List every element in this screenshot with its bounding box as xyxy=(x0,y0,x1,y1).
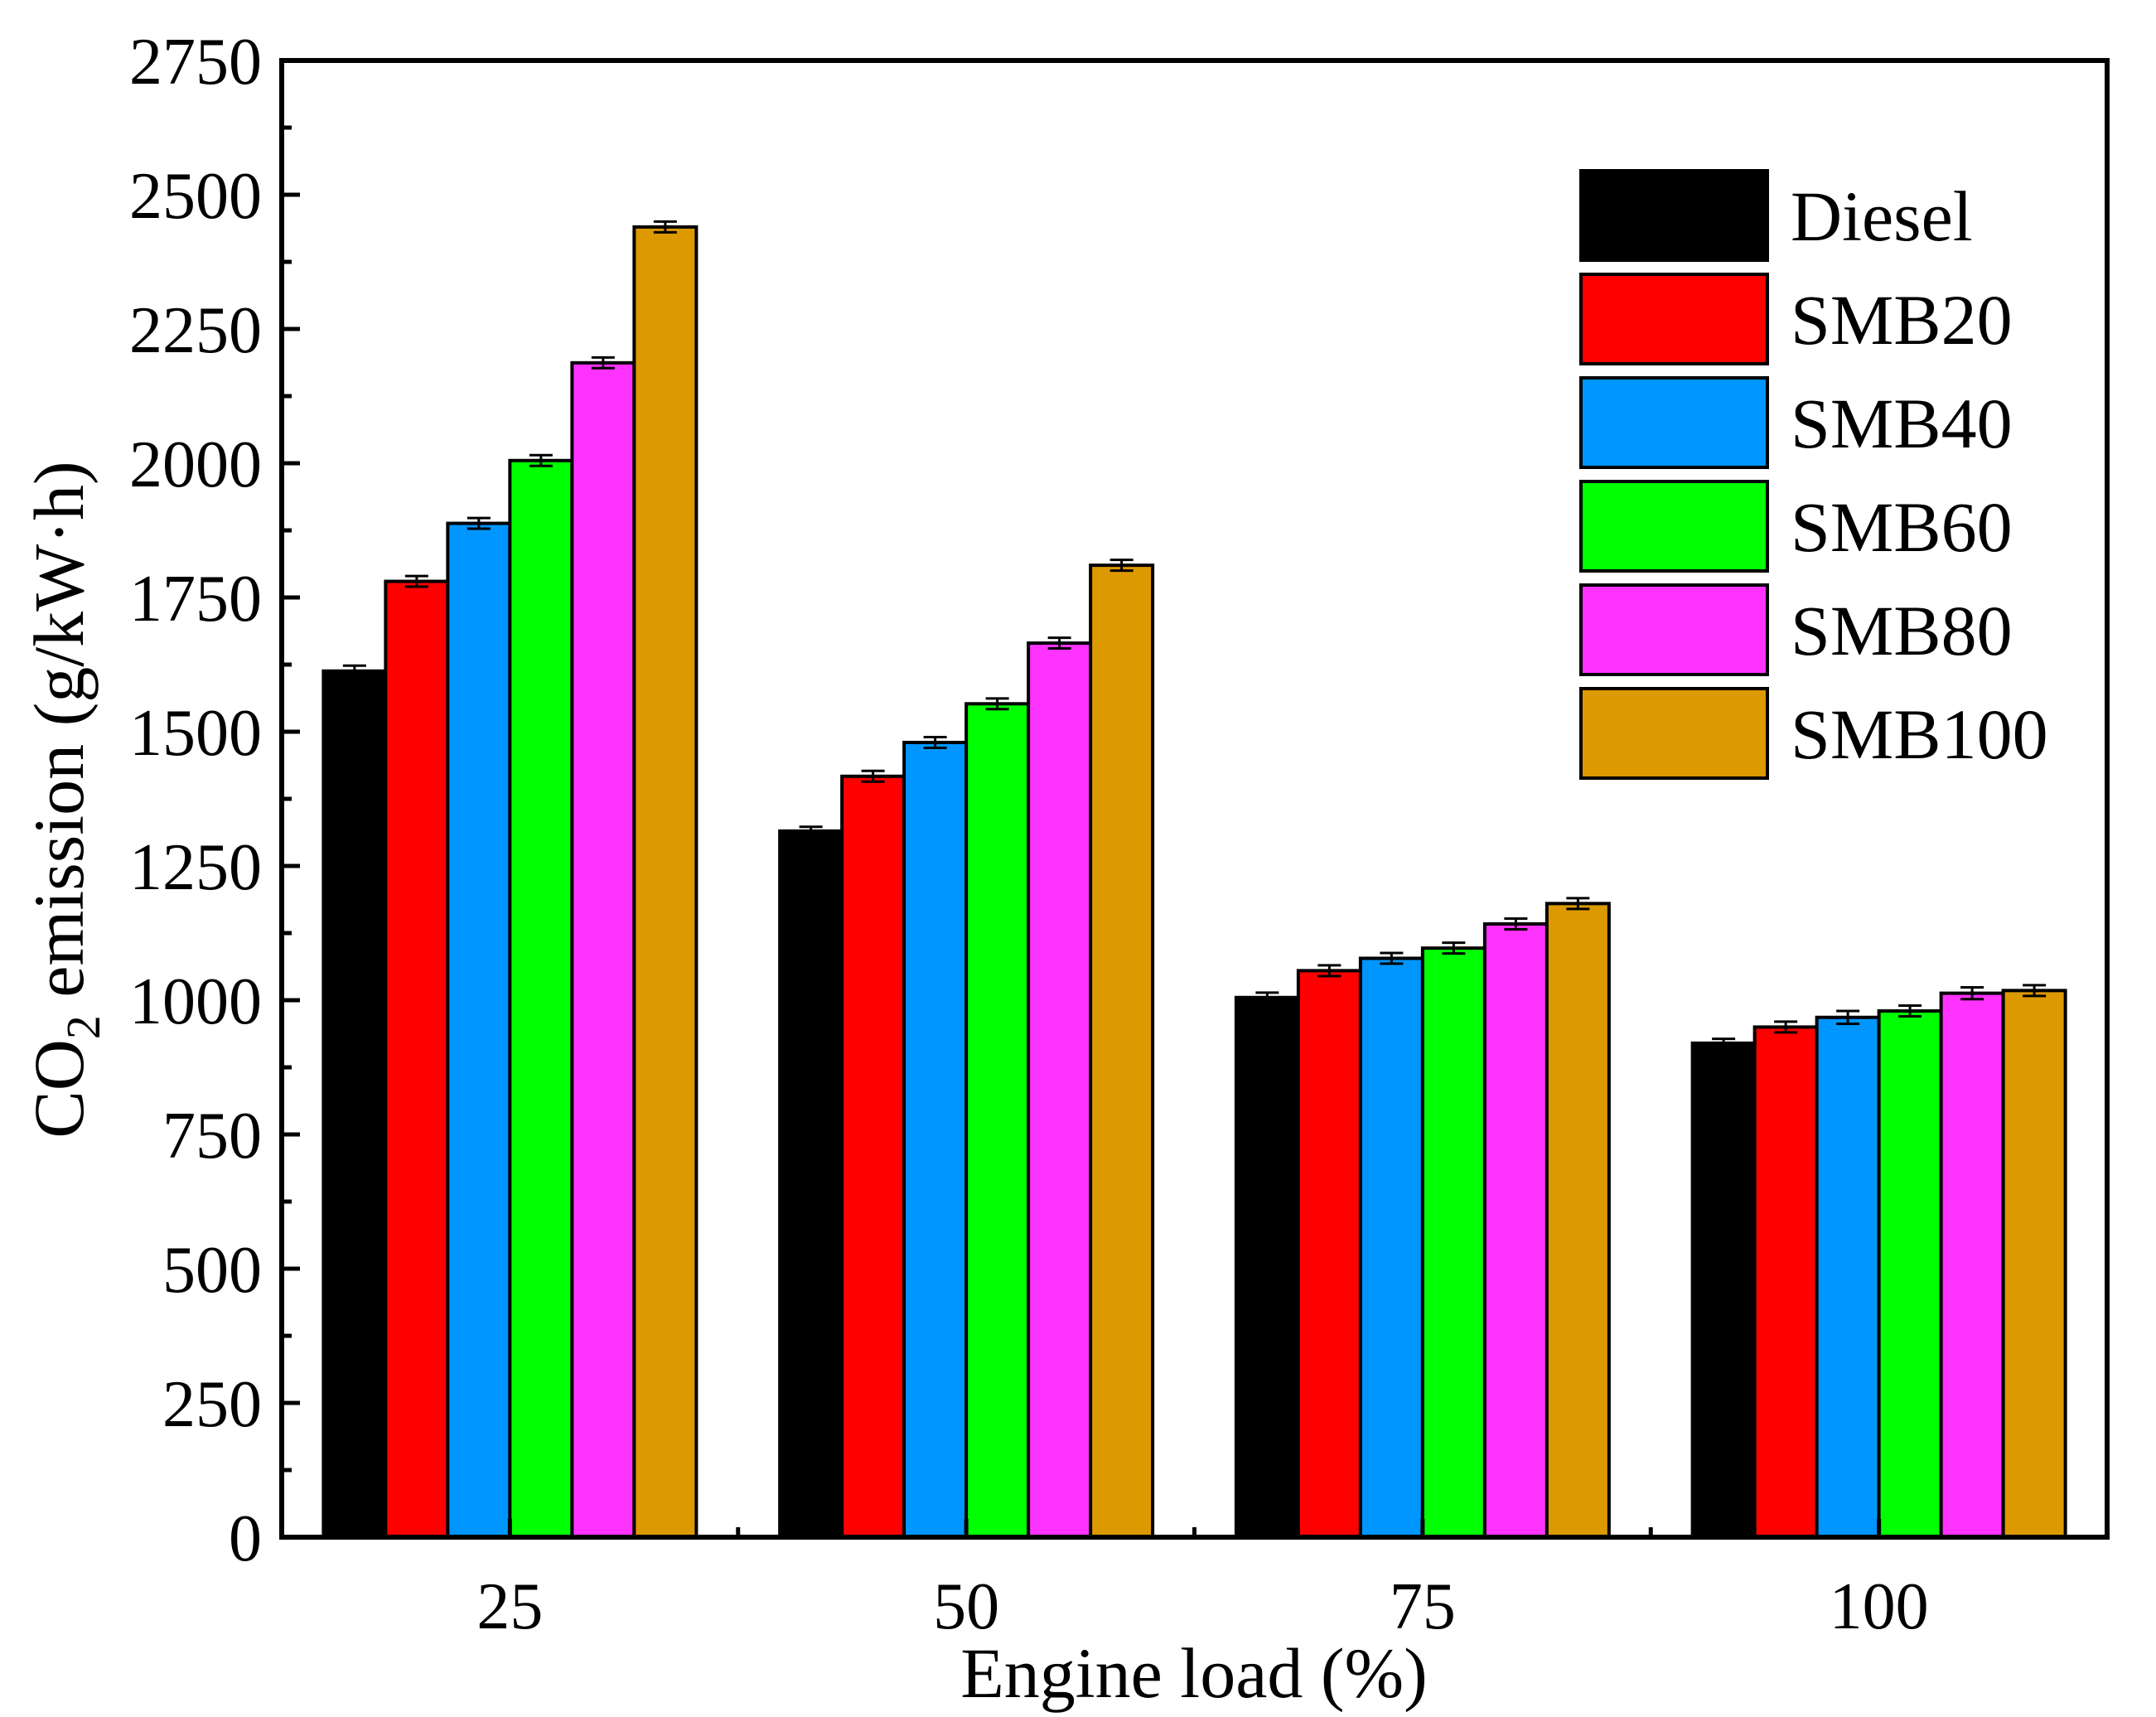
error-bars-layer xyxy=(342,220,2047,1049)
error-bar-smb60-load-50 xyxy=(985,697,1009,711)
bar-smb80-load-75 xyxy=(1482,921,1549,1539)
error-bar-smb20-load-50 xyxy=(861,769,885,783)
legend-label-diesel: Diesel xyxy=(1791,177,1973,256)
error-bar-smb40-load-100 xyxy=(1836,1009,1860,1026)
bar-smb20-load-100 xyxy=(1752,1025,1819,1539)
y-tick-label-2500: 2500 xyxy=(129,160,262,233)
error-bar-smb80-load-50 xyxy=(1047,636,1071,651)
bar-smb40-load-75 xyxy=(1358,956,1424,1540)
error-bar-diesel-load-100 xyxy=(1712,1037,1736,1049)
y-tick-label-2750: 2750 xyxy=(129,26,262,99)
bars-layer xyxy=(321,225,2067,1540)
error-bar-smb100-load-50 xyxy=(1109,559,1134,573)
bar-smb100-load-25 xyxy=(632,225,699,1539)
legend-item-smb60: SMB60 xyxy=(1579,480,2013,573)
legend-swatch-diesel xyxy=(1579,169,1769,262)
error-bar-smb100-load-100 xyxy=(2023,984,2047,998)
error-bar-smb100-load-25 xyxy=(653,220,677,234)
legend-swatch-smb80 xyxy=(1579,583,1769,676)
legend-swatch-smb40 xyxy=(1579,376,1769,469)
bar-smb80-load-25 xyxy=(570,360,636,1540)
bar-smb20-load-50 xyxy=(840,774,906,1539)
error-bar-smb60-load-100 xyxy=(1898,1004,1922,1018)
error-bar-diesel-load-50 xyxy=(799,825,823,837)
bar-diesel-load-25 xyxy=(321,669,388,1539)
legend-label-smb40: SMB40 xyxy=(1791,384,2013,463)
bar-smb60-load-75 xyxy=(1420,946,1486,1540)
legend-label-smb60: SMB60 xyxy=(1791,487,2013,567)
legend-swatch-smb60 xyxy=(1579,480,1769,573)
y-tick-label-750: 750 xyxy=(162,1100,262,1173)
x-tick-label-100: 100 xyxy=(1830,1570,1929,1643)
legend-item-diesel: Diesel xyxy=(1579,169,1973,262)
error-bar-smb100-load-75 xyxy=(1566,897,1590,911)
bar-smb20-load-25 xyxy=(384,579,450,1539)
error-bar-smb20-load-75 xyxy=(1317,964,1341,978)
bar-smb60-load-100 xyxy=(1877,1008,1943,1539)
bar-smb40-load-25 xyxy=(446,521,512,1539)
bar-smb80-load-100 xyxy=(1939,991,2005,1540)
y-tick-label-1000: 1000 xyxy=(129,965,262,1038)
bar-smb80-load-50 xyxy=(1027,641,1093,1540)
error-bar-smb80-load-100 xyxy=(1960,985,1984,1001)
bar-smb100-load-75 xyxy=(1544,902,1611,1539)
bar-diesel-load-100 xyxy=(1690,1041,1757,1539)
error-bar-smb40-load-25 xyxy=(466,516,491,530)
legend-item-smb80: SMB80 xyxy=(1579,583,2013,676)
error-bar-smb20-load-100 xyxy=(1774,1020,1798,1034)
y-tick-label-1250: 1250 xyxy=(129,831,262,904)
legend-item-smb20: SMB20 xyxy=(1579,273,2013,365)
x-tick-label-25: 25 xyxy=(476,1570,543,1643)
legend-swatch-smb20 xyxy=(1579,273,1769,365)
legend-item-smb40: SMB40 xyxy=(1579,376,2013,469)
bar-diesel-load-75 xyxy=(1234,995,1300,1539)
error-bar-smb40-load-50 xyxy=(923,735,947,749)
bar-smb60-load-50 xyxy=(964,702,1031,1539)
y-tick-label-250: 250 xyxy=(162,1368,262,1441)
legend-label-smb100: SMB100 xyxy=(1791,694,2048,774)
y-axis-title-suffix: emission (g/kW·h) xyxy=(19,461,99,1015)
y-tick-label-1750: 1750 xyxy=(129,563,262,636)
error-bar-smb60-load-75 xyxy=(1442,941,1466,955)
y-tick-label-0: 0 xyxy=(229,1502,262,1575)
x-tick-label-50: 50 xyxy=(933,1570,999,1643)
legend-swatch-smb100 xyxy=(1579,687,1769,780)
error-bar-smb20-load-25 xyxy=(404,574,428,588)
error-bar-diesel-load-75 xyxy=(1255,991,1279,1004)
legend-label-smb80: SMB80 xyxy=(1791,591,2013,670)
y-axis-title-subscript: 2 xyxy=(56,1015,110,1039)
error-bar-smb40-load-75 xyxy=(1380,951,1404,965)
error-bar-smb80-load-75 xyxy=(1504,917,1528,931)
y-axis-title-prefix: CO xyxy=(19,1039,99,1138)
y-tick-label-1500: 1500 xyxy=(129,697,262,770)
bar-smb100-load-50 xyxy=(1089,563,1155,1539)
axes-layer: 25 50 75 1000250500750100012501500175020002… xyxy=(129,26,1929,1643)
bar-smb20-load-75 xyxy=(1296,969,1362,1539)
bar-smb60-load-25 xyxy=(508,458,574,1539)
legend: Diesel SMB20 SMB40 SMB60 SMB80 SMB100 xyxy=(1579,169,2048,780)
y-axis-title: CO2 emission (g/kW·h) xyxy=(19,461,110,1138)
legend-label-smb20: SMB20 xyxy=(1791,280,2013,360)
y-tick-label-500: 500 xyxy=(162,1234,262,1307)
legend-item-smb100: SMB100 xyxy=(1579,687,2048,780)
bar-smb100-load-100 xyxy=(2001,989,2067,1540)
bar-smb40-load-50 xyxy=(902,740,969,1539)
error-bar-smb60-load-25 xyxy=(529,453,553,467)
x-tick-label-75: 75 xyxy=(1390,1570,1456,1643)
bar-diesel-load-50 xyxy=(778,829,844,1539)
x-axis-title: Engine load (%) xyxy=(960,1633,1428,1713)
y-tick-label-2000: 2000 xyxy=(129,428,262,501)
error-bar-smb80-load-25 xyxy=(591,355,615,370)
y-tick-label-2250: 2250 xyxy=(129,294,262,367)
error-bar-diesel-load-25 xyxy=(342,664,366,678)
bar-smb40-load-100 xyxy=(1815,1015,1881,1539)
